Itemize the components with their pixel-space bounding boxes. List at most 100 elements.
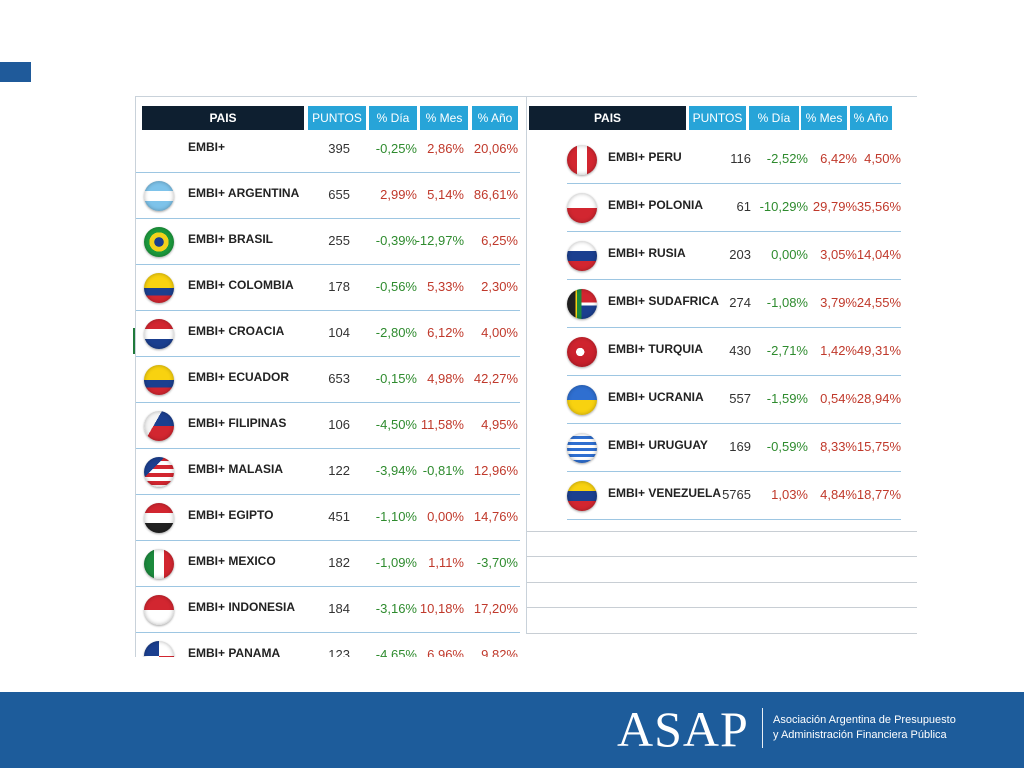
puntos-value: 182 bbox=[328, 555, 350, 570]
table-row: EMBI+ UCRANIA 557 -1,59% 0,54% 28,94% bbox=[567, 376, 901, 424]
row-divider bbox=[567, 183, 901, 184]
header-dia: % Día bbox=[749, 106, 799, 130]
peru-flag-icon bbox=[567, 145, 597, 175]
anio-value: 2,30% bbox=[481, 279, 518, 294]
table-row: EMBI+ SUDAFRICA 274 -1,08% 3,79% 24,55% bbox=[567, 280, 901, 328]
dia-value: -1,08% bbox=[766, 295, 808, 310]
row-divider bbox=[136, 356, 520, 357]
anio-value: 49,31% bbox=[856, 343, 901, 358]
mes-value: 0,54% bbox=[820, 391, 857, 406]
country-name: EMBI+ PERU bbox=[608, 150, 682, 164]
anio-value: -3,70% bbox=[476, 555, 518, 570]
row-divider bbox=[567, 471, 901, 472]
country-name: EMBI+ BRASIL bbox=[188, 232, 274, 246]
puntos-value: 655 bbox=[328, 187, 350, 202]
dia-value: 1,03% bbox=[771, 487, 808, 502]
anio-value: 4,95% bbox=[481, 417, 518, 432]
table-row: EMBI+ MALASIA 122 -3,94% -0,81% 12,96% bbox=[136, 449, 520, 495]
anio-value: 24,55% bbox=[856, 295, 901, 310]
dia-value: -2,71% bbox=[766, 343, 808, 358]
header-anio: % Año bbox=[472, 106, 518, 130]
header-puntos: PUNTOS bbox=[308, 106, 366, 130]
mes-value: 6,12% bbox=[427, 325, 464, 340]
anio-value: 42,27% bbox=[473, 371, 518, 386]
row-divider bbox=[136, 218, 520, 219]
puntos-value: 106 bbox=[328, 417, 350, 432]
asap-logo: ASAP bbox=[617, 701, 749, 757]
puntos-value: 430 bbox=[729, 343, 751, 358]
country-name: EMBI+ FILIPINAS bbox=[188, 416, 287, 430]
mes-value: 4,98% bbox=[427, 371, 464, 386]
dia-value: -1,09% bbox=[375, 555, 417, 570]
puntos-value: 203 bbox=[729, 247, 751, 262]
table-row: EMBI+ EGIPTO 451 -1,10% 0,00% 14,76% bbox=[136, 495, 520, 541]
dia-value: 2,99% bbox=[380, 187, 417, 202]
country-name: EMBI+ INDONESIA bbox=[188, 600, 296, 614]
mes-value: 5,14% bbox=[427, 187, 464, 202]
slide-accent-square bbox=[0, 62, 31, 82]
dia-value: -4,65% bbox=[375, 647, 417, 657]
logo-divider bbox=[762, 708, 763, 748]
dia-value: -0,15% bbox=[375, 371, 417, 386]
philippines-flag-icon bbox=[144, 411, 174, 441]
puntos-value: 123 bbox=[328, 647, 350, 657]
panama-flag-icon bbox=[144, 641, 174, 657]
country-name: EMBI+ MALASIA bbox=[188, 462, 284, 476]
table-row: EMBI+ ECUADOR 653 -0,15% 4,98% 42,27% bbox=[136, 357, 520, 403]
table-row: EMBI+ ARGENTINA 655 2,99% 5,14% 86,61% bbox=[136, 173, 520, 219]
poland-flag-icon bbox=[567, 193, 597, 223]
puntos-value: 451 bbox=[328, 509, 350, 524]
mes-value: 5,33% bbox=[427, 279, 464, 294]
anio-value: 6,25% bbox=[481, 233, 518, 248]
country-name: EMBI+ UCRANIA bbox=[608, 390, 704, 404]
puntos-value: 5765 bbox=[722, 487, 751, 502]
country-name: EMBI+ MEXICO bbox=[188, 554, 276, 568]
table-row: EMBI+ URUGUAY 169 -0,59% 8,33% 15,75% bbox=[567, 424, 901, 472]
indonesia-flag-icon bbox=[144, 595, 174, 625]
table-row: EMBI+ FILIPINAS 106 -4,50% 11,58% 4,95% bbox=[136, 403, 520, 449]
asap-tagline: Asociación Argentina de Presupuesto y Ad… bbox=[773, 713, 956, 743]
header-pais: PAIS bbox=[529, 106, 686, 130]
row-divider bbox=[567, 519, 901, 520]
anio-value: 35,56% bbox=[856, 199, 901, 214]
table-row: EMBI+ VENEZUELA 5765 1,03% 4,84% 18,77% bbox=[567, 472, 901, 520]
country-name: EMBI+ ARGENTINA bbox=[188, 186, 300, 200]
turkey-flag-icon bbox=[567, 337, 597, 367]
mes-value: 2,86% bbox=[427, 141, 464, 156]
row-divider bbox=[567, 279, 901, 280]
anio-value: 20,06% bbox=[473, 141, 518, 156]
country-name: EMBI+ RUSIA bbox=[608, 246, 686, 260]
venezuela-flag-icon bbox=[567, 481, 597, 511]
country-name: EMBI+ COLOMBIA bbox=[188, 278, 294, 292]
row-divider bbox=[136, 172, 520, 173]
anio-value: 18,77% bbox=[856, 487, 901, 502]
row-divider bbox=[136, 448, 520, 449]
mes-value: 11,58% bbox=[420, 417, 464, 432]
table-row: EMBI+ BRASIL 255 -0,39% -12,97% 6,25% bbox=[136, 219, 520, 265]
mes-value: 1,42% bbox=[820, 343, 857, 358]
croatia-flag-icon bbox=[144, 319, 174, 349]
country-name: EMBI+ bbox=[188, 140, 226, 154]
puntos-value: 104 bbox=[328, 325, 350, 340]
anio-value: 14,76% bbox=[473, 509, 518, 524]
puntos-value: 178 bbox=[328, 279, 350, 294]
table-row: EMBI+ PANAMA 123 -4,65% 6,96% 9,82% bbox=[136, 633, 520, 657]
mes-value: -12,97% bbox=[415, 233, 464, 248]
header-mes: % Mes bbox=[801, 106, 847, 130]
empty-row-divider bbox=[527, 582, 917, 583]
dia-value: 0,00% bbox=[771, 247, 808, 262]
anio-value: 12,96% bbox=[473, 463, 518, 478]
mes-value: -0,81% bbox=[422, 463, 464, 478]
puntos-value: 122 bbox=[328, 463, 350, 478]
mes-value: 10,18% bbox=[419, 601, 464, 616]
dia-value: -0,59% bbox=[766, 439, 808, 454]
puntos-value: 116 bbox=[730, 151, 751, 166]
egypt-flag-icon bbox=[144, 503, 174, 533]
anio-value: 28,94% bbox=[856, 391, 901, 406]
ukraine-flag-icon bbox=[567, 385, 597, 415]
anio-value: 17,20% bbox=[473, 601, 518, 616]
puntos-value: 61 bbox=[736, 199, 751, 214]
empty-row-divider bbox=[527, 633, 917, 634]
dia-value: -2,80% bbox=[375, 325, 417, 340]
table-row: EMBI+ TURQUIA 430 -2,71% 1,42% 49,31% bbox=[567, 328, 901, 376]
